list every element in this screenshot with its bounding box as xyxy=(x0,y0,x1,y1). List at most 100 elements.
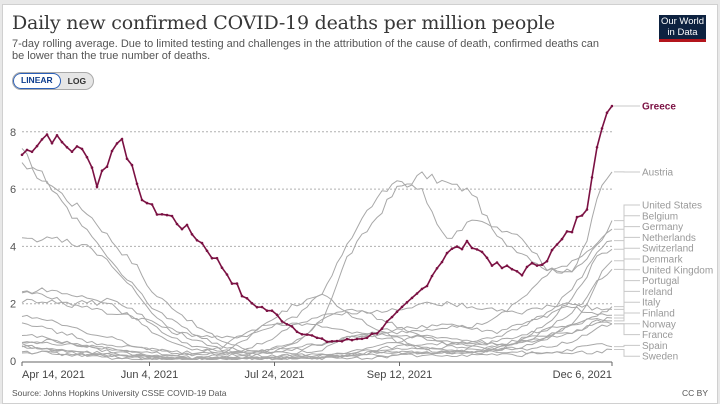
data-point-greece xyxy=(235,282,239,285)
data-point-greece xyxy=(540,263,544,267)
end-label-connector xyxy=(614,344,640,348)
data-point-greece xyxy=(55,134,59,137)
data-point-greece xyxy=(360,337,364,341)
data-point-greece xyxy=(80,147,84,151)
end-label-united-states: United States xyxy=(642,201,702,212)
data-point-greece xyxy=(425,284,429,288)
y-tick-label: 8 xyxy=(10,127,16,139)
data-point-greece xyxy=(460,247,464,251)
x-tick-label: Dec 6, 2021 xyxy=(553,369,612,381)
data-point-greece xyxy=(400,305,404,309)
series-line-ireland xyxy=(21,305,613,358)
data-point-greece xyxy=(570,230,574,234)
data-point-greece xyxy=(470,246,474,250)
data-point-greece xyxy=(260,305,264,309)
data-point-greece xyxy=(90,166,94,169)
data-point-greece xyxy=(170,214,174,218)
log-scale-button[interactable]: LOG xyxy=(67,76,87,86)
data-point-greece xyxy=(140,198,144,202)
end-label-united-kingdom: United Kingdom xyxy=(642,265,713,276)
data-point-greece xyxy=(485,256,489,260)
data-point-greece xyxy=(305,333,309,336)
series-line-italy xyxy=(21,162,613,355)
end-label-denmark: Denmark xyxy=(642,255,684,266)
end-label-greece: Greece xyxy=(642,102,676,113)
data-point-greece xyxy=(310,334,314,337)
data-point-greece xyxy=(600,127,604,130)
data-point-greece xyxy=(50,141,54,145)
end-label-norway: Norway xyxy=(642,319,676,330)
data-point-greece xyxy=(240,294,244,298)
data-point-greece xyxy=(130,163,134,167)
data-point-greece xyxy=(450,247,454,250)
data-point-greece xyxy=(465,239,469,243)
scale-toggle: LINEAR LOG xyxy=(12,72,95,90)
end-label-germany: Germany xyxy=(642,222,683,233)
end-label-italy: Italy xyxy=(642,298,660,309)
x-tick-label: Jul 24, 2021 xyxy=(245,369,305,381)
data-point-greece xyxy=(100,169,104,172)
end-label-connector xyxy=(614,349,640,357)
data-point-greece xyxy=(135,182,139,186)
data-point-greece xyxy=(125,157,129,161)
x-tick-label: Apr 14, 2021 xyxy=(22,369,85,381)
data-point-greece xyxy=(525,265,529,269)
end-label-finland: Finland xyxy=(642,309,675,320)
data-point-greece xyxy=(20,153,24,157)
data-point-greece xyxy=(370,332,374,336)
end-label-connector xyxy=(614,247,640,262)
data-point-greece xyxy=(230,282,234,285)
end-label-spain: Spain xyxy=(642,341,668,352)
data-point-greece xyxy=(40,138,44,141)
data-point-greece xyxy=(500,266,504,270)
data-point-greece xyxy=(325,340,329,344)
logo-line-2: in Data xyxy=(667,26,698,38)
data-point-greece xyxy=(45,133,49,136)
data-point-greece xyxy=(120,137,124,141)
data-point-greece xyxy=(60,140,64,144)
data-point-greece xyxy=(165,213,169,217)
data-point-greece xyxy=(385,320,389,323)
data-point-greece xyxy=(575,215,579,219)
data-point-greece xyxy=(300,333,304,336)
data-point-greece xyxy=(75,145,79,148)
license-link[interactable]: CC BY xyxy=(682,388,708,398)
data-point-greece xyxy=(415,292,419,295)
data-point-greece xyxy=(115,142,119,145)
series-line-united-states xyxy=(21,180,613,339)
data-point-greece xyxy=(175,222,179,226)
data-point-greece xyxy=(405,301,409,304)
data-point-greece xyxy=(160,213,164,216)
end-label-sweden: Sweden xyxy=(642,352,678,363)
y-tick-label: 0 xyxy=(10,356,16,368)
series-line-sweden xyxy=(21,333,613,361)
data-point-greece xyxy=(350,338,354,342)
data-point-greece xyxy=(205,249,209,253)
end-label-connector xyxy=(614,312,640,322)
data-point-greece xyxy=(550,248,554,252)
owid-logo[interactable]: Our World in Data xyxy=(659,15,706,42)
data-point-greece xyxy=(345,337,349,341)
data-point-greece xyxy=(190,233,194,236)
data-point-greece xyxy=(380,327,384,330)
end-label-france: France xyxy=(642,330,674,341)
end-label-connector xyxy=(614,258,640,270)
data-point-greece xyxy=(250,302,254,305)
series-line-france xyxy=(21,236,613,354)
data-point-greece xyxy=(225,273,229,276)
data-point-greece xyxy=(320,337,324,340)
series-line-spain xyxy=(21,293,613,357)
data-point-greece xyxy=(565,230,569,233)
data-point-greece xyxy=(560,237,564,241)
source-note[interactable]: Source: Johns Hopkins University CSSE CO… xyxy=(12,388,227,398)
linear-scale-button[interactable]: LINEAR xyxy=(13,73,61,89)
series-line-united-kingdom xyxy=(21,301,613,361)
data-point-greece xyxy=(265,309,269,313)
end-label-belgium: Belgium xyxy=(642,211,678,222)
data-point-greece xyxy=(420,287,424,291)
data-point-greece xyxy=(215,256,219,260)
data-point-greece xyxy=(270,309,274,313)
end-label-switzerland: Switzerland xyxy=(642,244,694,255)
data-point-greece xyxy=(435,267,439,270)
